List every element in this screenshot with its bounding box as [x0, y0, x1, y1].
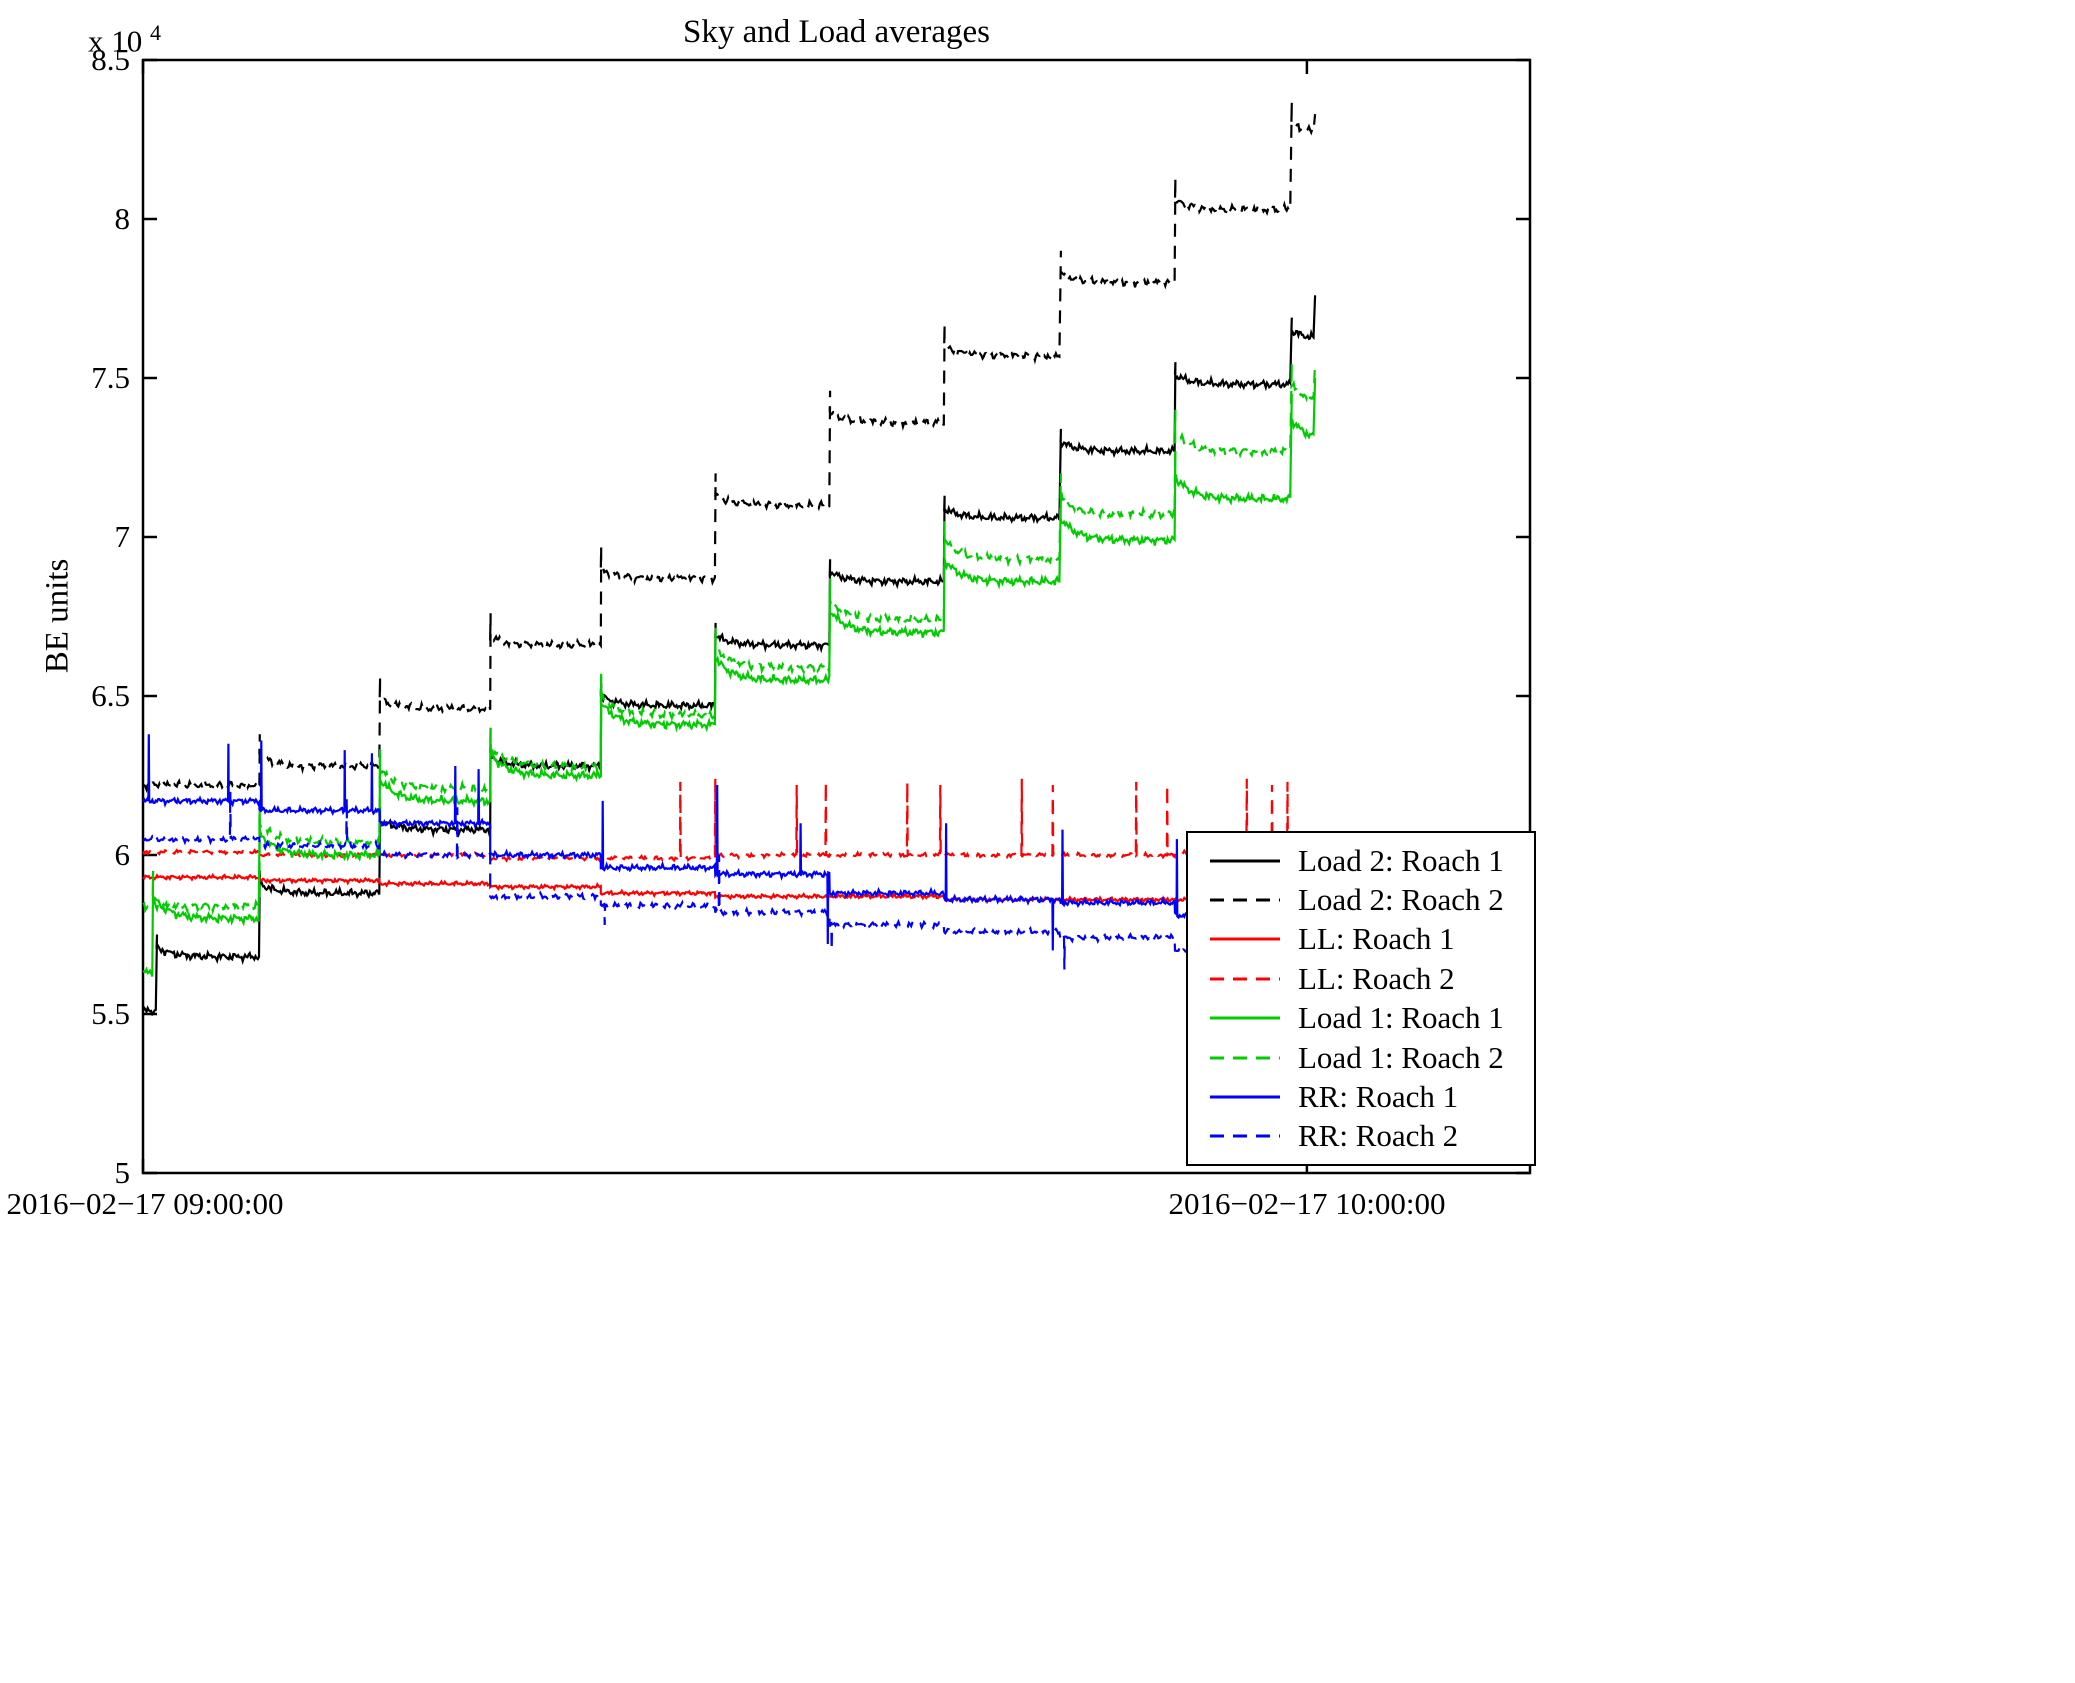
legend-label: Load 2: Roach 2 [1298, 882, 1504, 918]
y-tick-label: 7 [114, 519, 131, 554]
legend-item: RR: Roach 2 [1208, 1118, 1528, 1154]
x-tick-label-start: 2016−02−17 09:00:00 [6, 1186, 284, 1221]
series-load-2-roach-1 [141, 295, 1317, 1017]
plot-border [141, 58, 1532, 1175]
legend-line-sample-icon [1210, 1016, 1280, 1020]
y-tick-label: 6.5 [91, 678, 130, 713]
legend-line-sample-icon [1210, 1134, 1280, 1138]
y-axis-label: BE units [39, 558, 76, 674]
legend: Load 2: Roach 1 Load 2: Roach 2 LL: Roach … [1186, 831, 1536, 1166]
y-tick-label: 8 [114, 201, 131, 236]
legend-label: Load 1: Roach 1 [1298, 1000, 1504, 1036]
legend-item: Load 1: Roach 1 [1208, 1000, 1528, 1036]
legend-item: Load 2: Roach 1 [1208, 843, 1528, 879]
legend-line-sample-icon [1210, 1095, 1280, 1099]
legend-line-sample-icon [1210, 898, 1280, 902]
series-rr-roach-2 [142, 791, 1314, 983]
legend-item: LL: Roach 1 [1208, 921, 1528, 957]
legend-line-sample-icon [1210, 977, 1280, 981]
y-tick-label: 6 [114, 837, 131, 872]
series-load-2-roach-2 [142, 101, 1317, 794]
y-tick-label: 5 [114, 1155, 131, 1190]
series-load-1-roach-1 [142, 377, 1317, 977]
legend-line-sample-icon [1210, 859, 1280, 863]
y-tick-label: 5.5 [91, 996, 130, 1031]
legend-label: RR: Roach 2 [1298, 1118, 1459, 1154]
legend-label: Load 2: Roach 1 [1298, 842, 1504, 878]
x-tick-label-end: 2016−02−17 10:00:00 [1168, 1186, 1446, 1221]
legend-item: RR: Roach 1 [1208, 1079, 1528, 1115]
legend-item: Load 1: Roach 2 [1208, 1040, 1528, 1076]
legend-line-sample-icon [1210, 937, 1280, 941]
legend-label: LL: Roach 1 [1298, 921, 1455, 957]
series-load-1-roach-2 [142, 362, 1317, 916]
legend-line-sample-icon [1210, 1056, 1280, 1060]
series-ll-roach-2 [142, 778, 1315, 864]
y-exponent-power: 4 [150, 20, 161, 45]
legend-item: Load 2: Roach 2 [1208, 882, 1528, 918]
y-tick-label: 8.5 [91, 42, 130, 77]
y-axis-exponent-label: x 10 4 [88, 20, 161, 59]
y-exponent-prefix: x 10 [88, 23, 143, 59]
legend-label: LL: Roach 2 [1298, 960, 1455, 996]
series-ll-roach-1 [142, 872, 1315, 905]
legend-label: RR: Roach 1 [1298, 1078, 1459, 1114]
series-rr-roach-1 [142, 734, 1315, 964]
chart-title: Sky and Load averages [683, 14, 990, 50]
y-tick-label: 7.5 [91, 360, 130, 395]
legend-label: Load 1: Roach 2 [1298, 1039, 1504, 1075]
legend-item: LL: Roach 2 [1208, 961, 1528, 997]
